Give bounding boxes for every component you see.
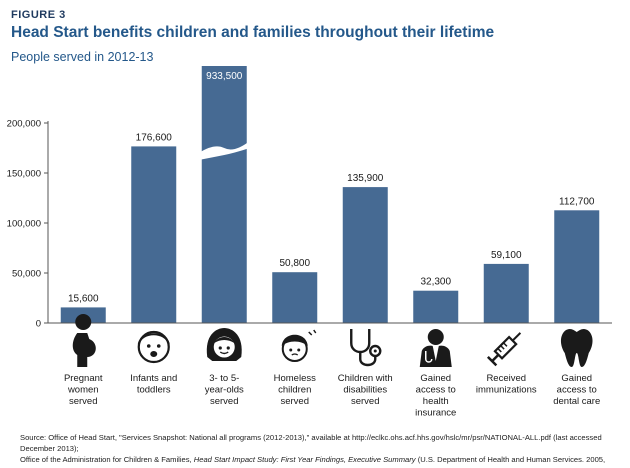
bar <box>131 146 177 323</box>
bar <box>413 290 459 323</box>
bar <box>201 66 247 323</box>
category-label: toddlers <box>137 385 171 396</box>
category-label: dental care <box>553 396 600 407</box>
data-label: 15,600 <box>68 293 99 304</box>
tooth-icon <box>560 329 593 367</box>
data-label: 50,800 <box>279 258 310 269</box>
category-label: Homeless <box>274 373 316 384</box>
category-label: insurance <box>415 408 456 419</box>
data-label: 176,600 <box>136 132 173 143</box>
y-tick-label: 150,000 <box>7 169 41 180</box>
category-label: immunizations <box>476 385 537 396</box>
category-label: served <box>210 396 239 407</box>
figure-label: FIGURE 3 <box>11 9 66 21</box>
category-label: access to <box>416 385 456 396</box>
category-label: served <box>351 396 380 407</box>
source-line-2b: Head Start Impact Study: First Year Find… <box>193 455 416 464</box>
syringe-icon <box>486 332 522 367</box>
category-label: Gained <box>561 373 592 384</box>
pregnant-woman-icon <box>72 314 96 367</box>
data-label: 59,100 <box>491 250 522 261</box>
category-label: health <box>423 396 449 407</box>
child-face-icon <box>206 328 242 361</box>
stethoscope-icon <box>350 329 382 367</box>
bar-chart: 0 50,000 100,000 150,000 200,000 15,600 176,60… <box>7 66 612 419</box>
homeless-child-icon <box>281 329 317 362</box>
chart-title: Head Start benefits children and familie… <box>11 24 495 41</box>
category-label: children <box>278 385 311 396</box>
doctor-icon <box>419 329 452 367</box>
category-label: served <box>280 396 309 407</box>
source-line-1: Source: Office of Head Start, "Services … <box>20 433 602 453</box>
data-label: 32,300 <box>420 277 451 288</box>
category-label: Children with <box>338 373 393 384</box>
category-label: access to <box>557 385 597 396</box>
data-label: 933,500 <box>206 71 243 82</box>
bar <box>483 263 529 323</box>
bar <box>342 187 388 323</box>
category-label: 3- to 5- <box>209 373 239 384</box>
category-label: disabilities <box>343 385 387 396</box>
axis-break-mark <box>198 141 250 160</box>
category-label: Infants and <box>130 373 177 384</box>
y-tick-label: 0 <box>36 319 41 330</box>
source-line-2a: Office of the Administration for Childre… <box>20 455 194 464</box>
category-label: served <box>69 396 98 407</box>
category-label: Pregnant <box>64 373 103 384</box>
source-note: Source: Office of Head Start, "Services … <box>20 432 620 465</box>
category-label: Received <box>486 373 526 384</box>
y-tick-label: 200,000 <box>7 119 41 130</box>
category-label: year-olds <box>205 385 244 396</box>
y-tick-label: 50,000 <box>12 269 41 280</box>
chart-subtitle: People served in 2012-13 <box>11 50 154 64</box>
category-label: Gained <box>420 373 451 384</box>
source-line-2c: (U.S. Department of Health and Human Ser… <box>415 455 606 464</box>
data-label: 112,700 <box>559 196 595 207</box>
infant-face-icon <box>137 330 170 364</box>
data-label: 135,900 <box>347 173 384 184</box>
bar <box>272 272 318 323</box>
bar <box>554 210 600 323</box>
y-tick-label: 100,000 <box>7 219 41 230</box>
category-label: women <box>67 385 99 396</box>
